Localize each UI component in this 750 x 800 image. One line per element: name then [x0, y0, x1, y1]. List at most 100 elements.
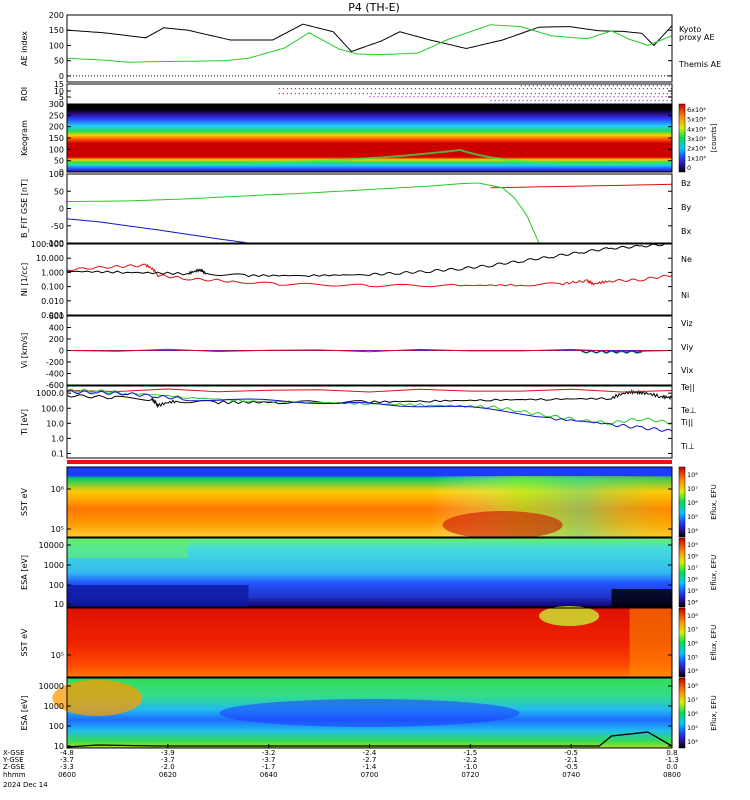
roi-dot [521, 96, 523, 98]
xaxis-rowlabel: 2024 Dec 14 [3, 781, 48, 789]
roi-dot [381, 96, 383, 98]
roi-dot [581, 96, 583, 98]
roi-dot [636, 85, 638, 87]
roi-dot [529, 96, 531, 98]
roi-dot [510, 100, 512, 102]
roi-dot [590, 93, 592, 95]
ae-ytick-label: 0 [59, 72, 64, 81]
roi-dot [650, 100, 652, 102]
roi-dot [422, 93, 424, 95]
roi-dot [666, 100, 668, 102]
esa_i-ytick-label: 100 [49, 722, 64, 731]
roi-dot [638, 100, 640, 102]
roi-dot [342, 93, 344, 95]
roi-dot [522, 100, 524, 102]
roi-dot [518, 93, 520, 95]
esa_e-colorbar-tick: 10⁵ [687, 587, 698, 595]
bfit-ytick-label: 0 [59, 205, 64, 214]
roi-dot [410, 93, 412, 95]
roi-dot [609, 96, 611, 98]
xaxis-rowlabel: X-GSE [3, 749, 25, 757]
roi-dot [430, 88, 432, 90]
roi-dot [358, 88, 360, 90]
roi-dot [514, 93, 516, 95]
roi-dot [433, 96, 435, 98]
sst_e-colorbar-label: Eflux, EFU [710, 484, 718, 519]
roi-dot [665, 96, 667, 98]
roi-dot [490, 93, 492, 95]
roi-dot [350, 93, 352, 95]
roi-dot [298, 93, 300, 95]
sst_i-colorbar-tick: 10⁴ [687, 667, 698, 675]
series-viz [66, 348, 673, 353]
roi-dot [564, 85, 566, 87]
roi-dot [534, 88, 536, 90]
sst_e-colorbar-tick: 10⁶ [687, 499, 698, 507]
sst_e-colorbar-tick: 10⁷ [687, 485, 698, 493]
keogram-arc [66, 148, 673, 166]
roi-dot [602, 100, 604, 102]
roi-dot [294, 88, 296, 90]
roi-dot [366, 88, 368, 90]
roi-dot [670, 100, 672, 102]
roi-dot [497, 96, 499, 98]
esa_e-ytick-label: 10000 [39, 541, 64, 550]
roi-dot [478, 88, 480, 90]
xaxis-rowlabel: Z-GSE [3, 763, 25, 771]
xaxis-time: 0700 [361, 771, 379, 779]
roi-dot [350, 88, 352, 90]
roi-dot [530, 88, 532, 90]
roi-dot [314, 88, 316, 90]
roi-dot [528, 85, 530, 87]
roi-dot [405, 96, 407, 98]
roi-dot [410, 88, 412, 90]
temp-ytick-label: 1000.0 [36, 389, 64, 398]
roi-dot [461, 96, 463, 98]
roi-dot [482, 93, 484, 95]
roi-dot [398, 88, 400, 90]
roi-dot [526, 88, 528, 90]
sst_e-colorbar [678, 466, 686, 538]
roi-dot [538, 100, 540, 102]
roi-dot [481, 96, 483, 98]
roi-dot [362, 93, 364, 95]
bfit-ytick-label: -100 [46, 239, 64, 248]
roi-dot [386, 93, 388, 95]
roi-dot [622, 88, 624, 90]
roi-dot [598, 88, 600, 90]
roi-dot [462, 88, 464, 90]
roi-dot [450, 93, 452, 95]
roi-dot [586, 100, 588, 102]
panel-keogram: Keogram05010015020025030001x10⁴2x10⁴3x10… [20, 100, 718, 177]
roi-dot [570, 100, 572, 102]
roi-dot [486, 93, 488, 95]
roi-dot [514, 100, 516, 102]
keogram-ylabel: Keogram [20, 120, 29, 156]
roi-dot [606, 100, 608, 102]
roi-dot [605, 96, 607, 98]
roi-dot [610, 88, 612, 90]
sst_e-ylabel: SST eV [20, 487, 29, 516]
roi-dot [538, 88, 540, 90]
roi-dot [584, 85, 586, 87]
velocity-ytick-label: -600 [46, 381, 64, 390]
roi-dot [541, 96, 543, 98]
roi-dot [530, 93, 532, 95]
bfit-ytick-label: 100 [49, 170, 64, 179]
roi-dot [618, 93, 620, 95]
roi-dot [378, 88, 380, 90]
roi-dot [465, 96, 467, 98]
roi-dot [482, 88, 484, 90]
sst_e-colorbar-tick: 10⁸ [687, 471, 698, 479]
roi-dot [286, 93, 288, 95]
roi-dot [630, 88, 632, 90]
esa_i-colorbar-tick: 10⁴ [687, 738, 698, 746]
roi-dot [654, 100, 656, 102]
sst_i-colorbar-tick: 10⁸ [687, 612, 698, 620]
roi-dot [322, 88, 324, 90]
xaxis-y-gse: -1.3 [665, 756, 679, 764]
roi-dot [502, 100, 504, 102]
roi-dot [501, 96, 503, 98]
roi-dot [370, 88, 372, 90]
